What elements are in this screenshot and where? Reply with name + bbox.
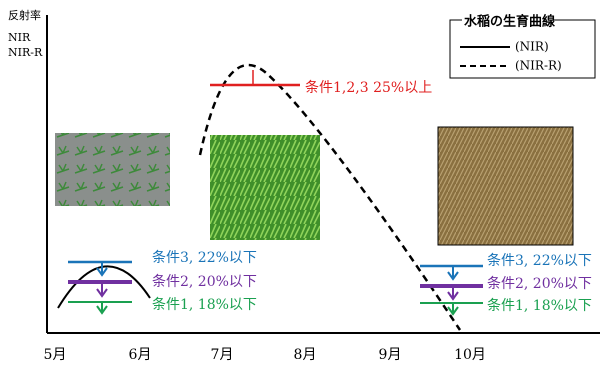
legend-title: 水稲の生育曲線 (464, 14, 556, 30)
conditions-left: 条件3, 22%以下 条件2, 20%以下 条件1, 18%以下 (68, 249, 257, 313)
condition-label: 条件2, 20%以下 (152, 273, 257, 290)
month-label: 10月 (454, 347, 486, 363)
cond-arrow (97, 282, 107, 296)
cond-arrow (448, 303, 458, 314)
cond-arrow (448, 266, 458, 279)
annotation: 条件1,2,3 25%以上 (305, 79, 432, 96)
legend-item: (NIR) (515, 40, 549, 54)
condition-label: 条件1, 18%以下 (487, 297, 592, 314)
month-label: 6月 (129, 347, 152, 363)
photo-growth (210, 135, 320, 240)
month-labels: 5月 6月 7月 8月 9月 10月 (44, 347, 486, 363)
condition-label: 条件1, 18%以下 (152, 296, 257, 313)
month-label: 7月 (211, 347, 234, 363)
condition-label: 条件3, 22%以下 (152, 249, 257, 266)
cond-arrow (97, 262, 107, 275)
photo-harvest (438, 127, 573, 245)
legend-item: (NIR-R) (515, 59, 562, 73)
legend: 水稲の生育曲線 (NIR) (NIR-R) (450, 13, 595, 78)
month-label: 9月 (379, 347, 402, 363)
y-axis-label: NIR (8, 31, 31, 44)
condition-label: 条件2, 20%以下 (487, 275, 592, 292)
conditions-right: 条件3, 22%以下 条件2, 20%以下 条件1, 18%以下 (420, 252, 592, 314)
y-axis-label: 反射率 (8, 8, 41, 22)
y-axis-label: NIR-R (8, 46, 43, 59)
photo-seedling (55, 133, 170, 206)
cond-arrow (97, 302, 107, 313)
month-label: 5月 (44, 347, 67, 363)
month-label: 8月 (294, 347, 317, 363)
diagram: 反射率 NIR NIR-R 条件1,2,3 25%以上 条件3, 22%以下 条… (0, 0, 605, 365)
condition-label: 条件3, 22%以下 (487, 252, 592, 269)
